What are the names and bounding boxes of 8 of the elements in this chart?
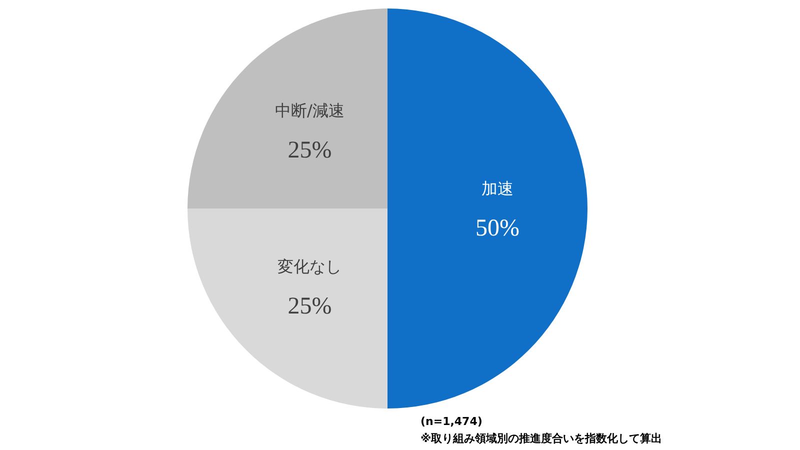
slice-label: 中断/減速 bbox=[275, 101, 344, 120]
text: (n=1,474) bbox=[420, 415, 482, 428]
data-label: 50% bbox=[476, 216, 520, 242]
text: ※取り組み領域別の推進度合いを指数化して算出 bbox=[420, 432, 662, 445]
slice-label: 加速 bbox=[482, 179, 514, 198]
data-label: 25% bbox=[288, 138, 332, 164]
data-label: 25% bbox=[288, 293, 332, 320]
slice-label: 変化なし bbox=[278, 256, 342, 276]
